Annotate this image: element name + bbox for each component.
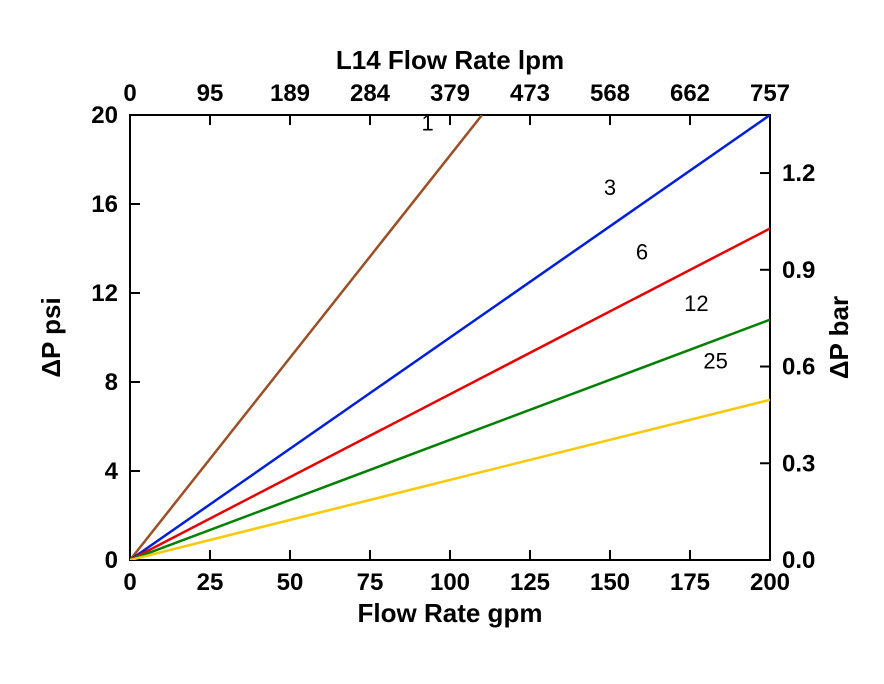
y-left-tick-label: 20 [91,102,118,129]
series-label-6: 6 [636,240,648,265]
x-top-tick-label: 568 [590,80,630,107]
chart-container: 0255075100125150175200Flow Rate gpm09518… [0,0,884,684]
x-bottom-tick-label: 25 [197,569,224,596]
y-left-title: ΔP psi [36,297,66,377]
x-bottom-tick-label: 0 [123,569,136,596]
y-right-tick-label: 0.9 [782,257,815,284]
y-left-tick-label: 12 [91,280,118,307]
y-left-tick-label: 8 [105,369,118,396]
x-top-tick-label: 284 [350,80,391,107]
x-bottom-tick-label: 100 [430,569,470,596]
y-left-tick-label: 0 [105,547,118,574]
x-top-title: L14 Flow Rate lpm [336,45,564,75]
x-bottom-tick-label: 75 [357,569,384,596]
x-top-tick-label: 0 [123,80,136,107]
x-top-tick-label: 757 [750,80,790,107]
series-label-3: 3 [604,175,616,200]
x-top-tick-label: 379 [430,80,470,107]
y-right-tick-label: 0.6 [782,354,815,381]
series-label-1: 1 [421,111,433,136]
series-line-3 [130,115,770,560]
pressure-flow-chart: 0255075100125150175200Flow Rate gpm09518… [0,0,884,684]
series-label-25: 25 [703,349,727,374]
x-top-tick-label: 662 [670,80,710,107]
y-left-tick-label: 4 [105,458,119,485]
x-bottom-tick-label: 150 [590,569,630,596]
x-bottom-tick-label: 50 [277,569,304,596]
y-right-tick-label: 1.2 [782,160,815,187]
series-group [130,115,770,560]
x-bottom-tick-label: 125 [510,569,550,596]
x-top-tick-label: 473 [510,80,550,107]
y-right-tick-label: 0.0 [782,547,815,574]
x-top-tick-label: 189 [270,80,310,107]
series-line-6 [130,228,770,560]
y-right-tick-label: 0.3 [782,450,815,477]
series-line-25 [130,400,770,560]
series-label-12: 12 [684,291,708,316]
y-left-tick-label: 16 [91,191,118,218]
y-right-title: ΔP bar [824,296,854,379]
x-bottom-title: Flow Rate gpm [358,598,543,628]
x-top-tick-label: 95 [197,80,224,107]
x-bottom-tick-label: 175 [670,569,710,596]
